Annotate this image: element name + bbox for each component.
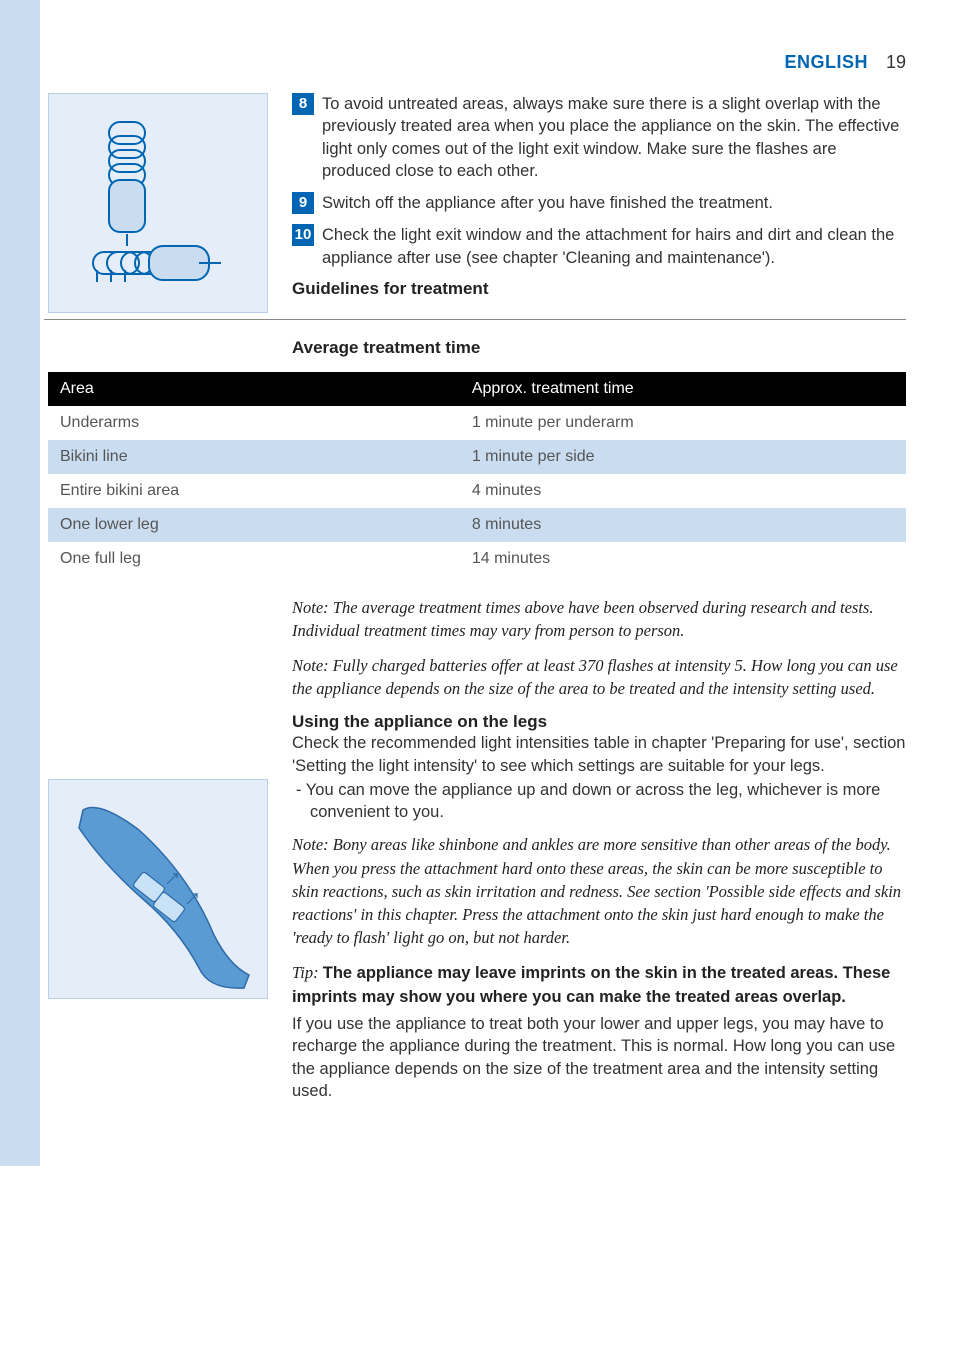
step-number-badge: 9 xyxy=(292,192,314,214)
page-header: ENGLISH 19 xyxy=(48,48,906,73)
table-cell: Underarms xyxy=(48,406,460,440)
side-strip xyxy=(0,0,40,1166)
table-cell: One lower leg xyxy=(48,508,460,542)
step-text: Switch off the appliance after you have … xyxy=(322,192,773,214)
step-text: To avoid untreated areas, always make su… xyxy=(322,93,906,182)
table-row: Bikini line1 minute per side xyxy=(48,440,906,474)
table-cell: 8 minutes xyxy=(460,508,906,542)
step-9: 9 Switch off the appliance after you hav… xyxy=(292,192,906,214)
table-row: One lower leg8 minutes xyxy=(48,508,906,542)
tip-bold-text: The appliance may leave imprints on the … xyxy=(292,964,890,1006)
leg-illustration xyxy=(48,779,268,999)
legs-bullet: - You can move the appliance up and down… xyxy=(292,779,906,824)
step-8: 8 To avoid untreated areas, always make … xyxy=(292,93,906,182)
treatment-time-table: Area Approx. treatment time Underarms1 m… xyxy=(48,372,906,576)
section-underline xyxy=(44,319,906,320)
section-title-guidelines: Guidelines for treatment xyxy=(292,279,906,299)
section-subtitle-avg-time: Average treatment time xyxy=(292,338,906,358)
legs-intro: Check the recommended light intensities … xyxy=(292,732,906,777)
header-page-number: 19 xyxy=(886,52,906,72)
overlap-illustration xyxy=(48,93,268,313)
step-10: 10 Check the light exit window and the a… xyxy=(292,224,906,269)
table-row: One full leg14 minutes xyxy=(48,542,906,576)
step-text: Check the light exit window and the atta… xyxy=(322,224,906,269)
tip-follow-text: If you use the appliance to treat both y… xyxy=(292,1013,906,1102)
table-cell: 1 minute per side xyxy=(460,440,906,474)
note-batteries: Note: Fully charged batteries offer at l… xyxy=(292,654,906,700)
heading-using-legs: Using the appliance on the legs xyxy=(292,712,906,732)
step-number-badge: 8 xyxy=(292,93,314,115)
step-number-badge: 10 xyxy=(292,224,314,246)
table-cell: 4 minutes xyxy=(460,474,906,508)
table-cell: 1 minute per underarm xyxy=(460,406,906,440)
tip-imprints: Tip: The appliance may leave imprints on… xyxy=(292,961,906,1009)
tip-label: Tip: xyxy=(292,963,323,982)
header-language: ENGLISH xyxy=(784,52,868,72)
note-research: Note: The average treatment times above … xyxy=(292,596,906,642)
table-cell: Entire bikini area xyxy=(48,474,460,508)
table-cell: Bikini line xyxy=(48,440,460,474)
table-header: Approx. treatment time xyxy=(460,372,906,406)
table-header: Area xyxy=(48,372,460,406)
table-row: Underarms1 minute per underarm xyxy=(48,406,906,440)
table-cell: 14 minutes xyxy=(460,542,906,576)
table-row: Entire bikini area4 minutes xyxy=(48,474,906,508)
note-bony-areas: Note: Bony areas like shinbone and ankle… xyxy=(292,833,906,948)
table-cell: One full leg xyxy=(48,542,460,576)
